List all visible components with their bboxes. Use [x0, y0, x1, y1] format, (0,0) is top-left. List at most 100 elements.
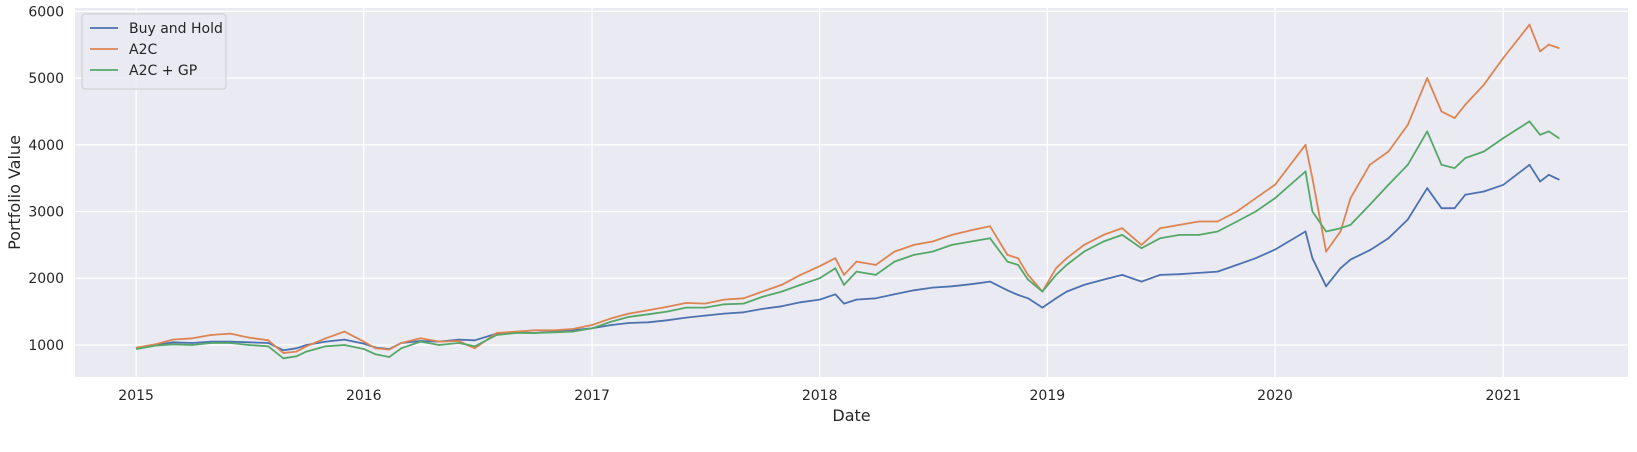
data-point	[374, 353, 377, 356]
data-point	[893, 260, 896, 263]
data-point	[1102, 278, 1105, 281]
data-point	[893, 293, 896, 296]
data-point	[1528, 120, 1531, 123]
data-point	[473, 339, 476, 342]
data-point	[1216, 270, 1219, 273]
data-point	[295, 350, 298, 353]
data-point	[1254, 257, 1257, 260]
data-point	[666, 319, 668, 322]
data-point	[1547, 43, 1550, 46]
data-point	[1140, 247, 1143, 250]
data-point	[343, 330, 346, 333]
data-point	[913, 254, 915, 256]
data-point	[1339, 230, 1342, 233]
data-point	[1406, 163, 1409, 166]
data-point	[362, 342, 365, 345]
data-point	[172, 338, 174, 341]
legend: Buy and Hold A2C A2C + GP	[81, 13, 227, 90]
data-point	[1349, 258, 1352, 261]
data-point	[400, 342, 403, 344]
x-axis-ticks: 2015 2016 2017 2018 2019 2020 2021	[118, 388, 1521, 404]
data-point	[1236, 210, 1238, 213]
data-point	[799, 301, 802, 304]
data-point	[1055, 267, 1057, 270]
data-point	[931, 240, 934, 243]
data-point	[1440, 110, 1443, 113]
data-point	[1006, 254, 1009, 256]
data-point	[591, 324, 593, 326]
data-point	[1236, 264, 1238, 266]
x-tick-label: 2020	[1257, 388, 1293, 404]
data-point	[248, 341, 250, 344]
data-point	[843, 302, 845, 305]
data-point	[191, 337, 194, 340]
data-point	[704, 314, 706, 317]
data-point	[248, 344, 250, 346]
data-point	[647, 321, 650, 324]
data-point	[685, 306, 688, 309]
data-point	[1027, 278, 1029, 281]
data-point	[1274, 183, 1276, 186]
y-tick-label: 4000	[28, 138, 64, 154]
data-point	[1041, 306, 1044, 309]
legend-label: A2C	[129, 42, 157, 58]
data-point	[780, 290, 783, 293]
data-point	[1065, 264, 1068, 266]
data-point	[1440, 163, 1443, 166]
data-point	[533, 332, 536, 334]
series-lines	[135, 23, 1560, 360]
data-point	[931, 250, 934, 253]
x-tick-label: 2019	[1030, 388, 1066, 404]
data-point	[834, 267, 837, 270]
y-tick-label: 2000	[28, 271, 64, 287]
data-point	[571, 328, 574, 330]
data-point	[874, 264, 877, 266]
data-point	[1387, 183, 1390, 186]
data-point	[685, 302, 688, 304]
data-point	[1140, 280, 1143, 283]
data-point	[1083, 244, 1085, 246]
data-point	[248, 336, 250, 339]
data-point	[267, 339, 270, 342]
data-point	[610, 324, 613, 326]
data-point	[1017, 294, 1019, 296]
data-point	[834, 257, 837, 260]
data-point	[1274, 248, 1276, 251]
data-point	[627, 312, 630, 315]
x-tick-label: 2017	[574, 388, 610, 404]
data-point	[1178, 224, 1181, 226]
data-point	[553, 329, 555, 332]
data-point	[1502, 57, 1505, 59]
data-point	[1406, 218, 1409, 221]
data-point	[666, 306, 668, 308]
data-point	[874, 274, 877, 276]
data-point	[843, 274, 845, 276]
data-point	[1539, 50, 1541, 53]
data-point	[1325, 230, 1327, 233]
data-point	[1325, 250, 1327, 253]
data-point	[1557, 178, 1560, 181]
series-line-2	[136, 120, 1560, 360]
data-point	[172, 343, 174, 346]
y-tick-label: 3000	[28, 205, 64, 221]
data-point	[1440, 207, 1443, 210]
data-point	[723, 298, 726, 301]
data-point	[1557, 47, 1560, 49]
data-point	[989, 280, 991, 283]
data-point	[1065, 290, 1068, 293]
data-point	[818, 277, 821, 280]
data-point	[495, 332, 498, 334]
data-point	[893, 250, 896, 253]
data-point	[647, 309, 650, 312]
data-point	[1041, 290, 1044, 293]
data-point	[1528, 23, 1531, 26]
data-point	[1198, 220, 1200, 223]
data-point	[553, 331, 555, 334]
data-point	[1464, 193, 1467, 196]
plot-area	[75, 8, 1628, 377]
data-point	[1339, 267, 1342, 270]
data-point	[495, 334, 498, 336]
data-point	[1254, 210, 1257, 213]
data-point	[305, 350, 308, 353]
